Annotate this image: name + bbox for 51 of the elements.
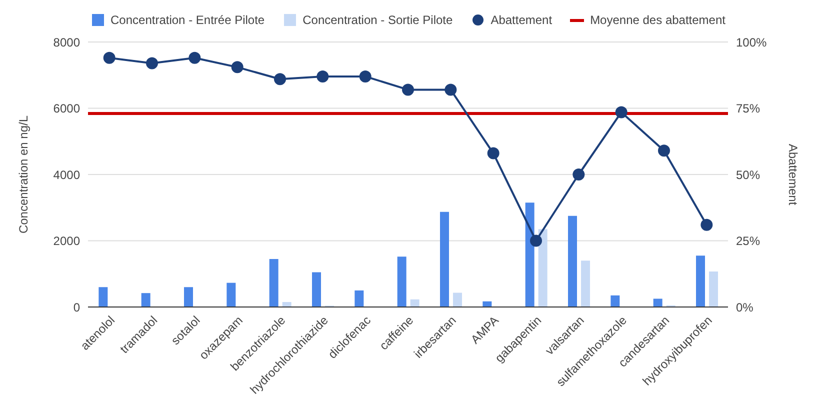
y-tick-label: 4000 [53,168,80,182]
point [402,84,414,96]
bar [397,256,406,307]
bar [312,272,321,307]
bar [568,216,577,307]
legend-label: Abattement [490,13,552,27]
bar [453,292,462,307]
point [359,70,372,82]
y2-tick-label: 50% [736,168,760,182]
bar [610,295,620,307]
point [615,106,628,118]
y-axis-title: Concentration en ng/L [16,115,30,234]
y2-tick-label: 25% [736,234,760,248]
point [146,57,158,70]
bar [226,282,236,307]
point [444,84,457,96]
y-tick-label: 2000 [53,234,80,248]
bar [354,290,364,307]
bar [410,299,420,307]
y2-axis-title: Abattement [786,144,800,206]
point [188,52,201,64]
point [274,73,286,86]
point [530,234,542,247]
bar [696,256,705,307]
bar [581,260,590,307]
y-tick-label: 8000 [53,35,80,50]
point [572,168,585,180]
bar [141,293,150,307]
bar [440,212,449,307]
bar [184,287,193,307]
point [658,144,670,157]
bar [269,258,278,307]
point [487,147,500,160]
point [316,70,329,82]
bar [538,229,548,307]
point [103,52,116,64]
bar [282,302,292,307]
y-tick-label: 0 [73,300,80,314]
y2-tick-label: 100% [736,35,768,50]
bar [709,272,718,307]
legend-label: Moyenne des abattement [590,13,726,27]
y-tick-label: 6000 [53,102,80,116]
point [700,218,713,231]
bar [653,298,662,307]
y2-tick-label: 0% [736,300,754,314]
bar [98,287,108,307]
point [231,61,244,74]
bar [525,202,534,307]
legend-label: Concentration - Entrée Pilote [110,13,265,27]
legend-label: Concentration - Sortie Pilote [302,13,453,27]
y2-tick-label: 75% [736,102,760,116]
